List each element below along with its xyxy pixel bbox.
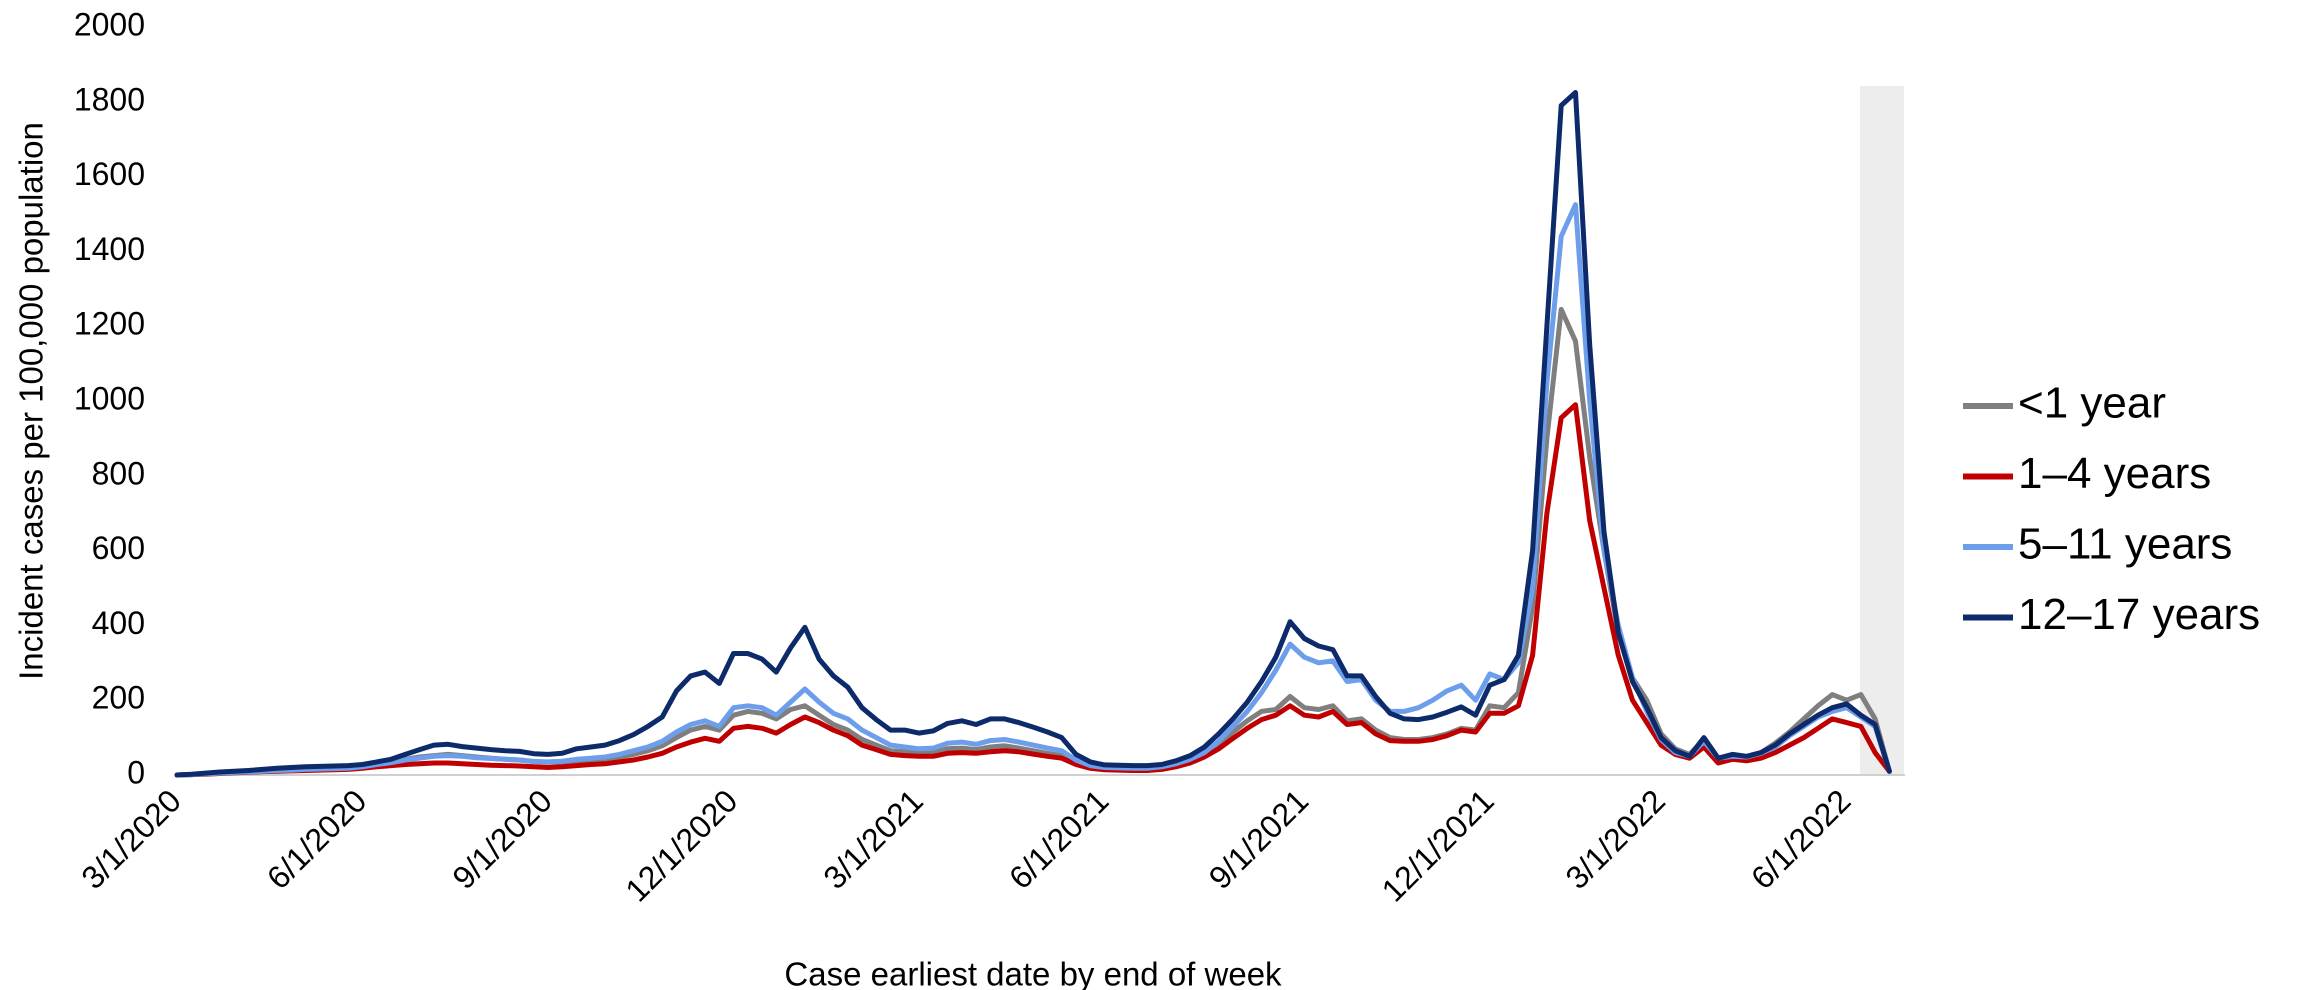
series-line [174, 402, 1892, 778]
series-line [174, 202, 1892, 778]
x-tick-label: 3/1/2020 [74, 782, 188, 896]
legend-label: 1–4 years [2018, 449, 2211, 498]
y-tick-label: 1000 [74, 380, 145, 416]
x-tick-label: 6/1/2022 [1744, 782, 1858, 896]
x-tick-label: 9/1/2020 [445, 782, 559, 896]
y-tick-label: 2000 [74, 6, 145, 42]
y-tick-label: 0 [127, 754, 145, 790]
x-tick-label: 9/1/2021 [1202, 782, 1316, 896]
legend-label: <1 year [2018, 379, 2166, 428]
y-tick-label: 1800 [74, 81, 145, 117]
y-tick-label: 800 [92, 455, 145, 491]
y-tick-label: 400 [92, 605, 145, 641]
y-tick-label: 1400 [74, 231, 145, 267]
y-axis-title: Incident cases per 100,000 population [13, 122, 50, 680]
y-tick-label: 600 [92, 530, 145, 566]
x-tick-label: 6/1/2020 [260, 782, 374, 896]
x-tick-label: 3/1/2021 [816, 782, 930, 896]
provisional-shade [1860, 86, 1904, 775]
x-axis-title: Case earliest date by end of week [784, 956, 1282, 990]
x-tick-label: 12/1/2021 [1375, 782, 1501, 908]
series-line [174, 90, 1892, 778]
y-tick-label: 200 [92, 680, 145, 716]
x-tick-label: 6/1/2021 [1002, 782, 1116, 896]
y-tick-label: 1600 [74, 156, 145, 192]
series-line [174, 306, 1892, 778]
y-tick-label: 1200 [74, 306, 145, 342]
x-tick-label: 12/1/2020 [618, 782, 744, 908]
x-tick-label: 3/1/2022 [1558, 782, 1672, 896]
legend-label: 12–17 years [2018, 590, 2260, 639]
legend-label: 5–11 years [2018, 520, 2232, 569]
